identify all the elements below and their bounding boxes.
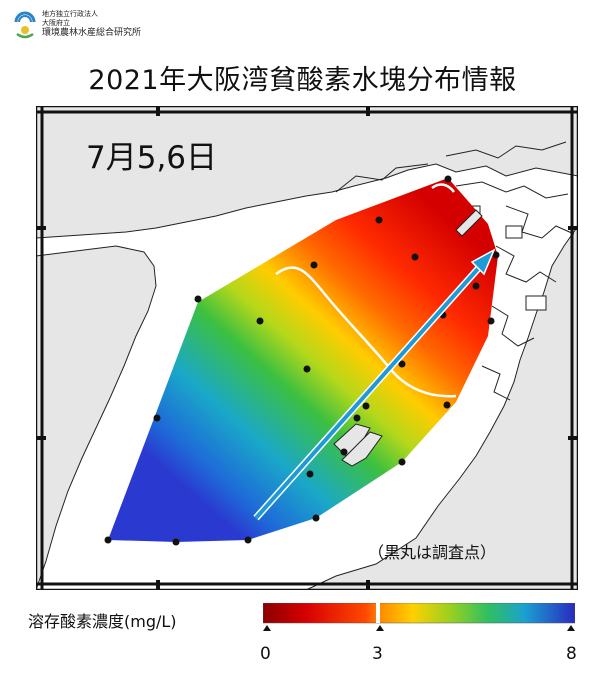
- legend-tick-0: 0: [260, 644, 271, 664]
- legend-tick-8: 8: [566, 644, 577, 664]
- oxygen-distribution-area: [108, 178, 498, 542]
- transect-arrow: [253, 248, 496, 521]
- port-pier: [455, 209, 483, 237]
- org-line-3: 環境農林水産総合研究所: [42, 28, 142, 38]
- legend-label: 溶存酸素濃度(mg/L): [28, 612, 177, 631]
- map-border: [36, 106, 578, 590]
- map-date-label: 7月5,6日: [86, 140, 217, 176]
- org-line-2: 大阪府立: [42, 19, 70, 27]
- page-title: 2021年大阪湾貧酸素水塊分布情報: [88, 65, 517, 96]
- contour-3mg-north: [431, 183, 455, 193]
- land-areas: [36, 106, 578, 590]
- port-detail: [335, 141, 575, 401]
- org-logo: 地方独立行政法人 大阪府立 環境農林水産総合研究所: [12, 8, 212, 48]
- map-frame-ticks: [36, 106, 578, 590]
- oxygen-map: 7月5,6日 （黒丸は調査点）: [36, 106, 578, 590]
- north-coast-land: [36, 106, 578, 239]
- org-logo-icon: [14, 11, 36, 39]
- survey-point-note: （黒丸は調査点）: [368, 543, 496, 562]
- legend-colorbar: [263, 603, 575, 631]
- org-line-1: 地方独立行政法人: [42, 10, 98, 18]
- contour-3mg: [275, 266, 457, 398]
- map-frame-marks: [36, 106, 578, 590]
- legend-tick-3: 3: [372, 644, 383, 664]
- awaji-island: [36, 245, 157, 590]
- southeast-coast-land: [305, 225, 578, 590]
